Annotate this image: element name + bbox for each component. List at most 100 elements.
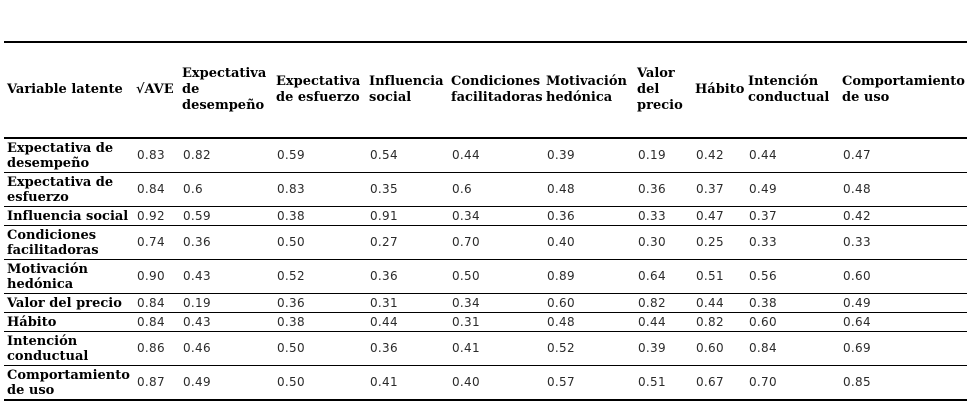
table-cell: 0.60 [749, 314, 777, 329]
header-variable-latente: Variable latente [7, 82, 123, 97]
table-cell: 0.33 [843, 235, 871, 249]
table-cell: 0.40 [452, 375, 480, 389]
table-cell: 0.37 [749, 208, 777, 223]
table-cell: 0.82 [183, 148, 211, 162]
table-cell: 0.44 [452, 148, 480, 162]
header-sqrt-ave: √AVE [136, 82, 174, 97]
table-cell: 0.25 [696, 235, 724, 249]
table-cell: 0.6 [452, 182, 472, 196]
document-page: Variable latente √AVE Expectativa de des… [0, 41, 973, 413]
table-cell: 0.49 [843, 295, 871, 310]
table-cell: 0.36 [370, 341, 398, 355]
table-cell: 0.70 [452, 235, 480, 249]
header-row: Variable latente √AVE Expectativa de des… [4, 42, 967, 138]
table-cell: 0.44 [638, 314, 666, 329]
table-cell: 0.46 [183, 341, 211, 355]
table-cell: 0.84 [137, 314, 165, 329]
table-cell: 0.74 [137, 235, 165, 249]
table-cell: 0.52 [547, 341, 575, 355]
table-cell: 0.64 [843, 314, 871, 329]
table-cell: 0.39 [547, 148, 575, 162]
header-comportamiento-de-uso: Comportamiento de uso [842, 74, 965, 105]
row-label: Hábito [7, 314, 57, 330]
table-cell: 0.54 [370, 148, 398, 162]
table-cell: 0.38 [277, 208, 305, 223]
table-row: Influencia social 0.92 0.59 0.38 0.91 0.34 0.3… [4, 207, 967, 226]
table-row: Expectativa de esfuerzo 0.84 0.6 0.83 0.35 0.… [4, 173, 967, 207]
header-intencion-conductual: Intención conductual [748, 74, 830, 105]
table-cell: 0.57 [547, 375, 575, 389]
table-cell: 0.82 [696, 314, 724, 329]
row-label: Expectativa de desempeño [7, 140, 114, 171]
table-cell: 0.38 [277, 314, 305, 329]
table-cell: 0.44 [370, 314, 398, 329]
table-cell: 0.84 [137, 182, 165, 196]
table-cell: 0.35 [370, 182, 398, 196]
table-cell: 0.38 [749, 295, 777, 310]
table-cell: 0.31 [452, 314, 480, 329]
table-cell: 0.87 [137, 375, 165, 389]
header-influencia-social: Influencia social [369, 74, 444, 105]
table-cell: 0.67 [696, 375, 724, 389]
table-cell: 0.33 [638, 208, 666, 223]
table-cell: 0.86 [137, 341, 165, 355]
row-label: Condiciones facilitadoras [7, 227, 99, 258]
header-condiciones-facilitadoras: Condiciones facilitadoras [451, 74, 543, 105]
table-cell: 0.91 [370, 208, 398, 223]
table-cell: 0.50 [277, 235, 305, 249]
table-cell: 0.59 [183, 208, 211, 223]
table-cell: 0.56 [749, 269, 777, 283]
table-header: Variable latente √AVE Expectativa de des… [4, 42, 967, 138]
table-cell: 0.92 [137, 208, 165, 223]
row-label: Intención conductual [7, 333, 89, 364]
table-cell: 0.44 [749, 148, 777, 162]
table-cell: 0.70 [749, 375, 777, 389]
table-cell: 0.83 [277, 182, 305, 196]
table-cell: 0.36 [277, 295, 305, 310]
table-cell: 0.50 [452, 269, 480, 283]
table-row: Condiciones facilitadoras 0.74 0.36 0.50 0.2… [4, 226, 967, 260]
table-cell: 0.89 [547, 269, 575, 283]
table-row: Intención conductual 0.86 0.46 0.50 0.36 0.41… [4, 332, 967, 366]
table-cell: 0.60 [696, 341, 724, 355]
table-cell: 0.39 [638, 341, 666, 355]
header-expectativa-esfuerzo: Expectativa de esfuerzo [276, 74, 361, 105]
table-cell: 0.36 [370, 269, 398, 283]
table-cell: 0.37 [696, 182, 724, 196]
table-cell: 0.36 [638, 182, 666, 196]
table-cell: 0.34 [452, 208, 480, 223]
table-cell: 0.83 [137, 148, 165, 162]
table-cell: 0.48 [547, 182, 575, 196]
table-cell: 0.82 [638, 295, 666, 310]
table-cell: 0.34 [452, 295, 480, 310]
header-motivacion-hedonica: Motivación hedónica [546, 74, 627, 105]
table-cell: 0.51 [638, 375, 666, 389]
table-cell: 0.49 [183, 375, 211, 389]
header-habito: Hábito [695, 82, 745, 97]
table-cell: 0.49 [749, 182, 777, 196]
table-cell: 0.50 [277, 375, 305, 389]
table-cell: 0.51 [696, 269, 724, 283]
table-cell: 0.42 [696, 148, 724, 162]
table-row: Hábito 0.84 0.43 0.38 0.44 0.31 0.48 0.44 0.82 0.… [4, 313, 967, 332]
table-cell: 0.44 [696, 295, 724, 310]
table-cell: 0.48 [843, 182, 871, 196]
table-cell: 0.84 [137, 295, 165, 310]
table-cell: 0.84 [749, 341, 777, 355]
table-cell: 0.47 [843, 148, 871, 162]
table-cell: 0.31 [370, 295, 398, 310]
table-row: Comportamiento de uso 0.87 0.49 0.50 0.41 0.4… [4, 366, 967, 401]
table-cell: 0.19 [183, 295, 211, 310]
table-cell: 0.43 [183, 314, 211, 329]
table-cell: 0.36 [183, 235, 211, 249]
table-cell: 0.69 [843, 341, 871, 355]
table-row: Valor del precio 0.84 0.19 0.36 0.31 0.34 0.60… [4, 294, 967, 313]
table-cell: 0.60 [547, 295, 575, 310]
table-cell: 0.50 [277, 341, 305, 355]
row-label: Comportamiento de uso [7, 367, 130, 398]
table-cell: 0.85 [843, 375, 871, 389]
table-cell: 0.30 [638, 235, 666, 249]
table-cell: 0.48 [547, 314, 575, 329]
discriminant-validity-table: Variable latente √AVE Expectativa de des… [4, 41, 967, 401]
header-expectativa-desempeno: Expectativa de desempeño [182, 66, 267, 113]
